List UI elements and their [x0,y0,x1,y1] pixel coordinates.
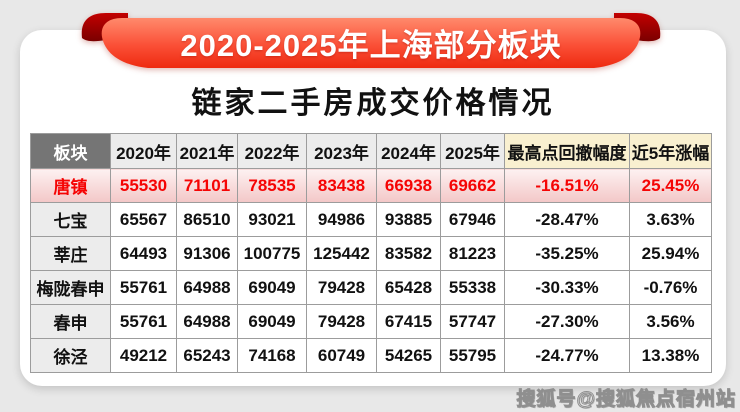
value-cell: 55795 [440,338,505,373]
watermark: 搜狐号@搜狐焦点宿州站 [516,389,736,411]
value-cell: 49212 [110,338,177,373]
column-header-2023: 2023年 [306,133,377,169]
value-cell: 78535 [237,168,307,203]
value-cell: 125442 [306,236,377,271]
banner-title: 2020-2025年上海部分板块 [180,27,562,63]
content-card: 链家二手房成交价格情况 板块 2020年 2021年 2022年 2023年 2… [20,30,726,386]
district-cell: 徐泾 [30,338,111,373]
ribbon-shape-graphic [81,13,661,68]
value-cell: 69049 [237,304,307,339]
column-header-2020: 2020年 [110,133,177,169]
district-cell: 梅陇春申 [30,270,111,305]
value-cell: 54265 [376,338,441,373]
table-row: 梅陇春申 55761 64988 69049 79428 65428 55338 -30.33… [30,270,712,305]
value-cell: -30.33% [504,270,630,305]
value-cell: -28.47% [504,202,630,237]
district-cell: 春申 [30,304,111,339]
value-cell: 55530 [110,168,177,203]
table-row: 徐泾 49212 65243 74168 60749 54265 55795 -24.77% 1… [30,338,712,373]
value-cell: -35.25% [504,236,630,271]
table-row: 春申 55761 64988 69049 79428 67415 57747 -27.30% 3… [30,304,712,339]
table-row: 唐镇 55530 71101 78535 83438 66938 69662 -16.51% 2… [30,168,712,203]
value-cell: 60749 [306,338,377,373]
value-cell: -16.51% [504,168,630,203]
column-header-2022: 2022年 [237,133,307,169]
value-cell: 25.94% [629,236,712,271]
value-cell: 55338 [440,270,505,305]
column-header-2025: 2025年 [440,133,505,169]
value-cell: 66938 [376,168,441,203]
value-cell: 69049 [237,270,307,305]
value-cell: 3.63% [629,202,712,237]
value-cell: 93021 [237,202,307,237]
value-cell: 100775 [237,236,307,271]
value-cell: 55761 [110,270,177,305]
value-cell: 67415 [376,304,441,339]
column-header-drawdown: 最高点回撤幅度 [504,133,630,169]
value-cell: 91306 [176,236,238,271]
value-cell: 83582 [376,236,441,271]
value-cell: -27.30% [504,304,630,339]
value-cell: 79428 [306,304,377,339]
value-cell: 83438 [306,168,377,203]
ribbon-body [101,18,641,68]
value-cell: 65428 [376,270,441,305]
value-cell: 86510 [176,202,238,237]
column-header-2021: 2021年 [176,133,238,169]
value-cell: 69662 [440,168,505,203]
price-table: 板块 2020年 2021年 2022年 2023年 2024年 2025年 最… [30,133,712,373]
value-cell: 57747 [440,304,505,339]
page-title: 链家二手房成交价格情况 [191,87,555,120]
value-cell: 64988 [176,270,238,305]
column-header-2024: 2024年 [376,133,441,169]
value-cell: 74168 [237,338,307,373]
district-cell: 莘庄 [30,236,111,271]
value-cell: 55761 [110,304,177,339]
table-row: 七宝 65567 86510 93021 94986 93885 67946 -28.47% 3… [30,202,712,237]
value-cell: 94986 [306,202,377,237]
value-cell: 65567 [110,202,177,237]
value-cell: 13.38% [629,338,712,373]
value-cell: 93885 [376,202,441,237]
value-cell: -24.77% [504,338,630,373]
value-cell: 71101 [176,168,238,203]
district-cell: 唐镇 [30,168,111,203]
value-cell: 79428 [306,270,377,305]
value-cell: 3.56% [629,304,712,339]
column-header-5yr-gain: 近5年涨幅 [629,133,712,169]
value-cell: -0.76% [629,270,712,305]
value-cell: 64988 [176,304,238,339]
value-cell: 81223 [440,236,505,271]
district-cell: 七宝 [30,202,111,237]
ribbon-banner: 2020-2025年上海部分板块 [76,8,666,74]
value-cell: 25.45% [629,168,712,203]
value-cell: 67946 [440,202,505,237]
column-header-district: 板块 [30,133,111,169]
table-row: 莘庄 64493 91306 100775 125442 83582 81223 -35.25… [30,236,712,271]
table-body: 唐镇 55530 71101 78535 83438 66938 69662 -16.51% 2… [30,168,712,373]
table-header-row: 板块 2020年 2021年 2022年 2023年 2024年 2025年 最… [30,133,712,169]
value-cell: 64493 [110,236,177,271]
value-cell: 65243 [176,338,238,373]
